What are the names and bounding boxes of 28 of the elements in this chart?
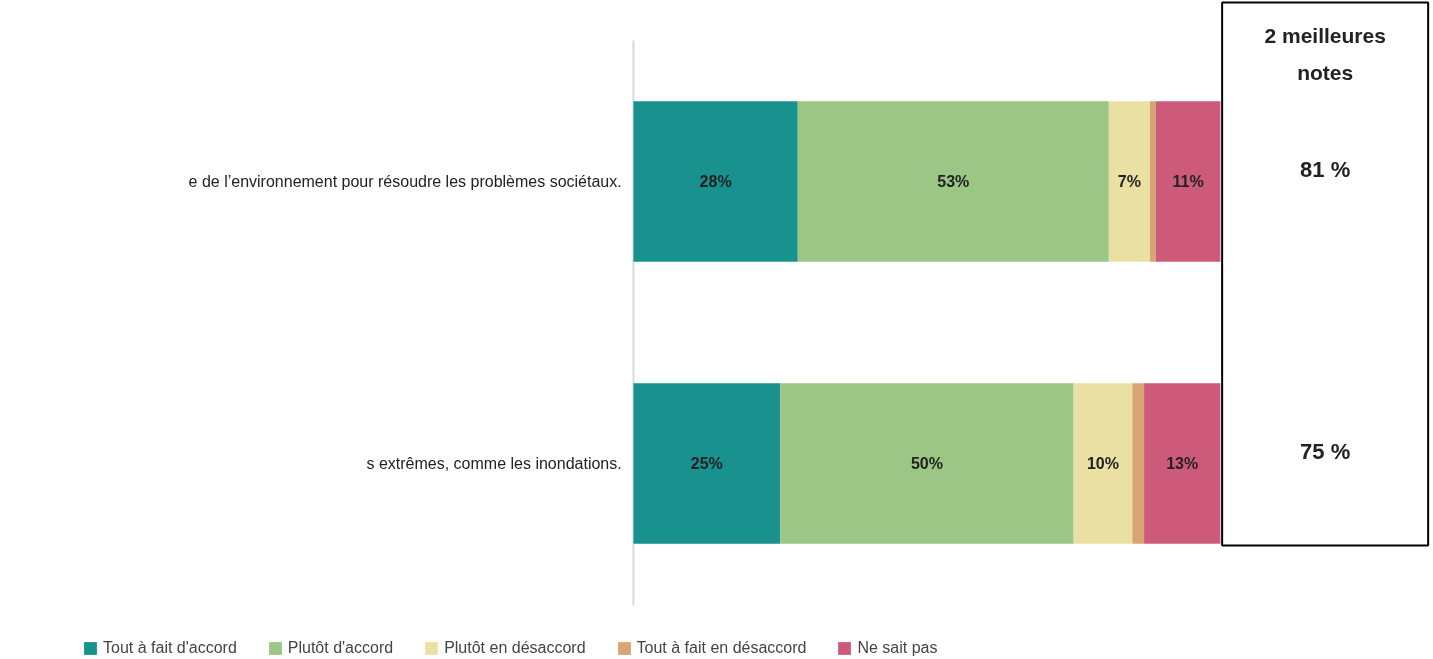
bar (1144, 383, 1221, 544)
text: 75 % (1300, 438, 1351, 464)
bar (1155, 101, 1221, 262)
legend-label: Ne sait pas (857, 639, 938, 657)
legend-label: Tout à fait d'accord (103, 639, 237, 657)
bar (1108, 101, 1150, 262)
data-label: 13% (1166, 455, 1199, 472)
bar (633, 383, 781, 544)
legend-label: Plutôt en désaccord (444, 639, 586, 657)
text: 2 meilleures notes (1264, 24, 1386, 84)
bar (633, 101, 798, 262)
legend-label: Plutôt d'accord (287, 639, 394, 657)
data-label: 53% (937, 173, 970, 190)
bar (780, 383, 1074, 544)
legend-label: Tout à fait en désaccord (636, 639, 807, 657)
data-label: 7% (1117, 173, 1141, 190)
bar (797, 101, 1109, 262)
data-label: 11% (1172, 173, 1204, 190)
data-label: 25% (690, 455, 723, 472)
data-label: 28% (699, 173, 732, 190)
text: 81 % (1300, 156, 1351, 182)
data-label: 10% (1086, 455, 1120, 472)
bar (1149, 101, 1156, 262)
data-label: 50% (910, 455, 943, 472)
bar (1073, 383, 1133, 544)
y-tick-label: e de l’environnement pour résoudre les problèmes sociétaux. (188, 173, 622, 190)
y-tick-label: s extrêmes, comme les inondations. (366, 455, 622, 472)
bar (1132, 383, 1145, 544)
